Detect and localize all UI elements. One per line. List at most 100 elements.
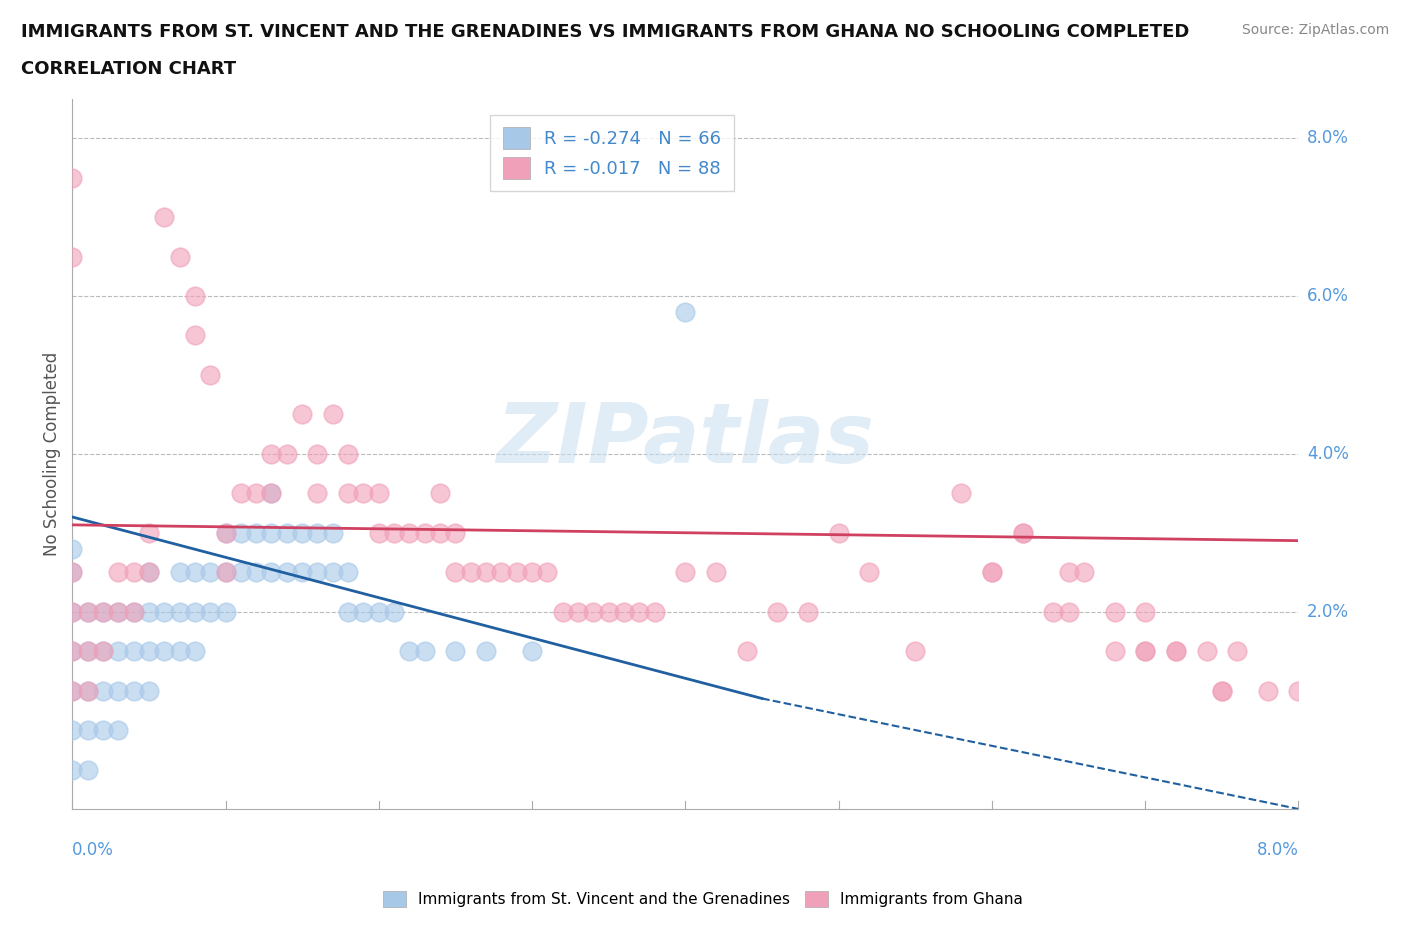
Point — [122, 565, 145, 579]
Point — [567, 604, 589, 619]
Point — [60, 684, 83, 698]
Y-axis label: No Schooling Completed: No Schooling Completed — [44, 352, 60, 556]
Point — [460, 565, 482, 579]
Point — [122, 604, 145, 619]
Point — [398, 525, 420, 540]
Point — [322, 565, 344, 579]
Point — [245, 565, 267, 579]
Point — [337, 565, 360, 579]
Point — [91, 644, 114, 658]
Text: 4.0%: 4.0% — [1306, 445, 1348, 463]
Text: 8.0%: 8.0% — [1257, 841, 1299, 859]
Point — [353, 604, 375, 619]
Point — [60, 541, 83, 556]
Point — [91, 684, 114, 698]
Point — [76, 684, 98, 698]
Point — [122, 604, 145, 619]
Point — [337, 485, 360, 500]
Text: ZIPatlas: ZIPatlas — [496, 399, 875, 480]
Point — [107, 604, 129, 619]
Point — [214, 525, 236, 540]
Point — [1288, 684, 1310, 698]
Point — [673, 565, 696, 579]
Point — [382, 525, 405, 540]
Point — [76, 604, 98, 619]
Point — [260, 525, 283, 540]
Point — [704, 565, 727, 579]
Point — [491, 565, 513, 579]
Point — [153, 604, 176, 619]
Point — [169, 565, 191, 579]
Point — [138, 684, 160, 698]
Point — [367, 485, 389, 500]
Point — [60, 644, 83, 658]
Legend: Immigrants from St. Vincent and the Grenadines, Immigrants from Ghana: Immigrants from St. Vincent and the Gren… — [377, 884, 1029, 913]
Point — [276, 525, 298, 540]
Point — [60, 644, 83, 658]
Point — [735, 644, 758, 658]
Point — [60, 762, 83, 777]
Point — [60, 170, 83, 185]
Point — [276, 565, 298, 579]
Point — [107, 604, 129, 619]
Point — [367, 604, 389, 619]
Point — [536, 565, 558, 579]
Point — [413, 644, 436, 658]
Point — [138, 604, 160, 619]
Point — [613, 604, 636, 619]
Point — [337, 604, 360, 619]
Point — [382, 604, 405, 619]
Point — [291, 565, 314, 579]
Point — [904, 644, 927, 658]
Point — [138, 565, 160, 579]
Point — [107, 723, 129, 737]
Point — [229, 565, 252, 579]
Point — [91, 723, 114, 737]
Point — [214, 604, 236, 619]
Point — [229, 525, 252, 540]
Point — [60, 249, 83, 264]
Point — [337, 446, 360, 461]
Point — [60, 723, 83, 737]
Point — [1135, 644, 1157, 658]
Point — [60, 604, 83, 619]
Legend: R = -0.274   N = 66, R = -0.017   N = 88: R = -0.274 N = 66, R = -0.017 N = 88 — [489, 114, 734, 192]
Point — [858, 565, 880, 579]
Point — [276, 446, 298, 461]
Point — [353, 485, 375, 500]
Text: 2.0%: 2.0% — [1306, 603, 1348, 620]
Point — [1057, 565, 1080, 579]
Point — [444, 565, 467, 579]
Point — [1104, 644, 1126, 658]
Point — [429, 525, 451, 540]
Point — [91, 604, 114, 619]
Point — [506, 565, 529, 579]
Point — [398, 644, 420, 658]
Point — [307, 565, 329, 579]
Point — [980, 565, 1002, 579]
Point — [291, 525, 314, 540]
Point — [245, 485, 267, 500]
Point — [673, 304, 696, 319]
Point — [245, 525, 267, 540]
Point — [1011, 525, 1033, 540]
Point — [766, 604, 789, 619]
Point — [184, 288, 207, 303]
Point — [291, 407, 314, 422]
Point — [520, 565, 543, 579]
Point — [169, 249, 191, 264]
Point — [1042, 604, 1064, 619]
Point — [184, 328, 207, 343]
Point — [122, 644, 145, 658]
Point — [122, 684, 145, 698]
Point — [76, 762, 98, 777]
Point — [429, 485, 451, 500]
Point — [60, 565, 83, 579]
Point — [1057, 604, 1080, 619]
Point — [107, 565, 129, 579]
Point — [1164, 644, 1187, 658]
Point — [91, 644, 114, 658]
Point — [307, 485, 329, 500]
Point — [76, 723, 98, 737]
Point — [91, 604, 114, 619]
